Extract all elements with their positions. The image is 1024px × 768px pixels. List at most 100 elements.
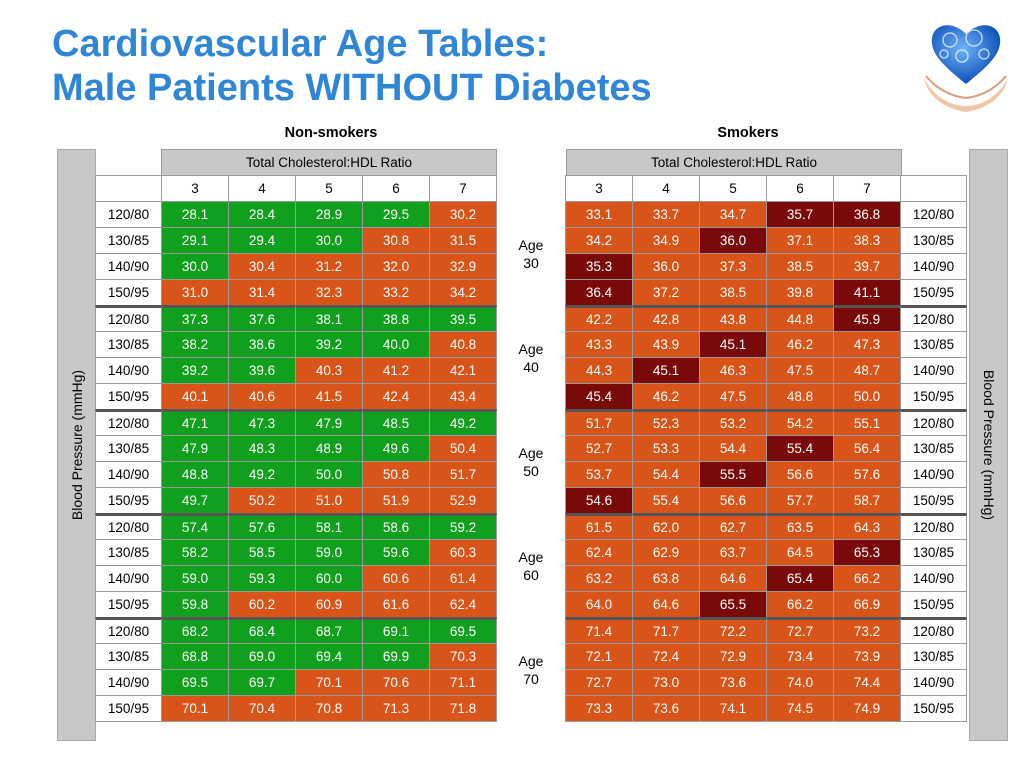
- age-value-cell: 43.9: [632, 331, 700, 358]
- age-value-cell: 49.7: [161, 487, 229, 514]
- age-value-cell: 69.1: [362, 617, 430, 644]
- age-value-cell: 38.5: [699, 279, 767, 306]
- bp-level: 120/80: [900, 513, 967, 540]
- age-value-cell: 50.8: [362, 461, 430, 488]
- ratio-value: 3: [161, 175, 229, 202]
- age-value-cell: 59.8: [161, 591, 229, 618]
- age-value-cell: 53.7: [565, 461, 633, 488]
- age-value-cell: 57.4: [161, 513, 229, 540]
- age-value-cell: 31.5: [429, 227, 497, 254]
- table-row: 130/85 29.1 29.4 30.0 30.8 31.5: [95, 227, 497, 254]
- age-value-cell: 59.3: [228, 565, 296, 592]
- age-value-cell: 65.3: [833, 539, 901, 566]
- age-value-cell: 30.0: [161, 253, 229, 280]
- age-value-cell: 60.6: [362, 565, 430, 592]
- age-value-cell: 70.4: [228, 695, 296, 722]
- age-value-cell: 54.2: [766, 409, 834, 436]
- age-value-cell: 64.5: [766, 539, 834, 566]
- bp-level: 120/80: [900, 305, 967, 332]
- age-value-cell: 48.9: [295, 435, 363, 462]
- bp-level: 150/95: [95, 591, 162, 618]
- age-value-cell: 29.4: [228, 227, 296, 254]
- bp-level: 120/80: [900, 409, 967, 436]
- age-value-cell: 56.6: [699, 487, 767, 514]
- age-value-cell: 48.3: [228, 435, 296, 462]
- age-value-cell: 58.6: [362, 513, 430, 540]
- bp-level: 130/85: [95, 539, 162, 566]
- bp-level: 120/80: [95, 201, 162, 228]
- age-value-cell: 38.2: [161, 331, 229, 358]
- age-value-cell: 42.1: [429, 357, 497, 384]
- age-word: Age: [518, 549, 544, 565]
- table-row: 140/90 39.2 39.6 40.3 41.2 42.1: [95, 357, 497, 384]
- age-number: 40: [523, 359, 539, 375]
- table-row: 72.1 72.4 72.9 73.4 73.9 130/85: [565, 643, 967, 670]
- age-value-cell: 34.9: [632, 227, 700, 254]
- age-value-cell: 48.7: [833, 357, 901, 384]
- age-word: Age: [518, 237, 544, 253]
- age-word: Age: [518, 341, 544, 357]
- bp-level: 140/90: [900, 565, 967, 592]
- age-value-cell: 46.2: [766, 331, 834, 358]
- age-value-cell: 55.4: [632, 487, 700, 514]
- table-row: 140/90 59.0 59.3 60.0 60.6 61.4: [95, 565, 497, 592]
- age-value-cell: 32.0: [362, 253, 430, 280]
- age-value-cell: 37.3: [699, 253, 767, 280]
- table-row: 72.7 73.0 73.6 74.0 74.4 140/90: [565, 669, 967, 696]
- age-value-cell: 30.2: [429, 201, 497, 228]
- age-value-cell: 43.8: [699, 305, 767, 332]
- table-row: 130/85 47.9 48.3 48.9 49.6 50.4: [95, 435, 497, 462]
- age-value-cell: 71.1: [429, 669, 497, 696]
- age-value-cell: 72.4: [632, 643, 700, 670]
- table-row: 120/80 47.1 47.3 47.9 48.5 49.2: [95, 409, 497, 436]
- ratio-value: 6: [362, 175, 430, 202]
- age-value-cell: 46.2: [632, 383, 700, 410]
- age-value-cell: 47.9: [161, 435, 229, 462]
- age-value-cell: 39.6: [228, 357, 296, 384]
- table-row: 52.7 53.3 54.4 55.4 56.4 130/85: [565, 435, 967, 462]
- age-value-cell: 45.1: [699, 331, 767, 358]
- bp-level: 120/80: [95, 513, 162, 540]
- age-value-cell: 55.1: [833, 409, 901, 436]
- age-value-cell: 38.8: [362, 305, 430, 332]
- age-value-cell: 55.4: [766, 435, 834, 462]
- age-label: Age 70: [506, 652, 556, 688]
- age-value-cell: 28.1: [161, 201, 229, 228]
- age-value-cell: 70.3: [429, 643, 497, 670]
- table-row: 62.4 62.9 63.7 64.5 65.3 130/85: [565, 539, 967, 566]
- bp-level: 150/95: [900, 279, 967, 306]
- bp-level: 140/90: [95, 461, 162, 488]
- age-value-cell: 60.0: [295, 565, 363, 592]
- age-value-cell: 42.8: [632, 305, 700, 332]
- age-value-cell: 34.2: [565, 227, 633, 254]
- age-value-cell: 33.7: [632, 201, 700, 228]
- bp-level: 140/90: [900, 669, 967, 696]
- age-value-cell: 54.4: [699, 435, 767, 462]
- table-row: 150/95 40.1 40.6 41.5 42.4 43.4: [95, 383, 497, 410]
- age-value-cell: 51.0: [295, 487, 363, 514]
- bp-level: 120/80: [900, 201, 967, 228]
- age-value-cell: 44.8: [766, 305, 834, 332]
- ratio-value: 5: [699, 175, 767, 202]
- age-value-cell: 69.9: [362, 643, 430, 670]
- age-value-cell: 61.5: [565, 513, 633, 540]
- age-value-cell: 63.8: [632, 565, 700, 592]
- age-value-cell: 74.5: [766, 695, 834, 722]
- age-number: 60: [523, 567, 539, 583]
- age-value-cell: 59.0: [161, 565, 229, 592]
- table-row: 140/90 30.0 30.4 31.2 32.0 32.9: [95, 253, 497, 280]
- age-value-cell: 40.6: [228, 383, 296, 410]
- age-value-cell: 66.2: [766, 591, 834, 618]
- bp-level: 140/90: [900, 461, 967, 488]
- non-smokers-label: Non-smokers: [284, 125, 378, 141]
- age-value-cell: 58.2: [161, 539, 229, 566]
- age-value-cell: 58.7: [833, 487, 901, 514]
- age-value-cell: 48.5: [362, 409, 430, 436]
- age-value-cell: 68.4: [228, 617, 296, 644]
- age-value-cell: 68.2: [161, 617, 229, 644]
- age-value-cell: 36.0: [699, 227, 767, 254]
- ratio-value: 7: [429, 175, 497, 202]
- age-value-cell: 40.0: [362, 331, 430, 358]
